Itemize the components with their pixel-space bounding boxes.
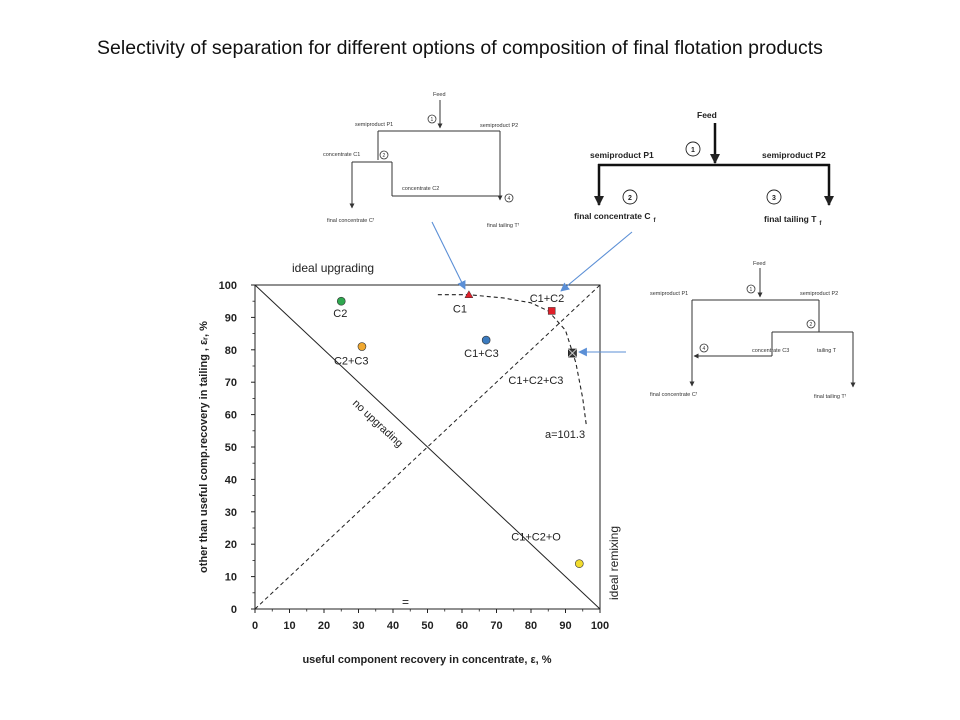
point-c1-c2-c3: [568, 348, 577, 358]
top-c1-label: concentrate C1: [323, 152, 360, 158]
top-node-4-num: 4: [508, 196, 511, 202]
top-node-1-num: 1: [431, 117, 434, 123]
point-c1-c2: [547, 307, 556, 315]
big-node-2-num: 2: [628, 195, 632, 202]
right-node-2-num: 2: [810, 322, 813, 328]
right-node-4-num: 4: [703, 346, 706, 352]
curve-label: a=101.3: [545, 429, 585, 441]
x-tick-label-70: 70: [490, 620, 502, 632]
callout-arrow-top: [431, 221, 466, 290]
right-final-c-label: final concentrate Cᶠ: [650, 391, 698, 398]
point-c2-c3: [357, 342, 367, 351]
right-p2-label: semiproduct P2: [800, 291, 838, 297]
y-axis-label: other than useful comp.recovery in taili…: [198, 321, 210, 573]
right-final-t-label: final tailing Tᶠ: [814, 393, 847, 400]
y-tick-label-40: 40: [225, 474, 237, 486]
x-tick-label-40: 40: [387, 620, 399, 632]
y-tick-label-10: 10: [225, 572, 237, 584]
top-p2-label: semiproduct P2: [480, 123, 518, 129]
x-tick-label-10: 10: [283, 620, 295, 632]
ideal-remixing-line: [254, 284, 601, 610]
right-p1-label: semiproduct P1: [650, 291, 688, 297]
point-c2: [336, 296, 346, 306]
callout-arrow-big: [560, 231, 633, 292]
x-tick-label-80: 80: [525, 620, 537, 632]
x-tick-label-60: 60: [456, 620, 468, 632]
y-tick-label-70: 70: [225, 377, 237, 389]
no-upgrading-line: [254, 284, 601, 610]
y-tick-label-60: 60: [225, 410, 237, 422]
flowsheet-right: Feed 1 semiproduct P1 semiproduct P2 2 4…: [650, 261, 856, 400]
top-feed-label: Feed: [433, 92, 446, 98]
y-tick-label-30: 30: [225, 507, 237, 519]
y-tick-label-80: 80: [225, 345, 237, 357]
y-tick-label-0: 0: [231, 604, 237, 616]
point-label-c1-c2: C1+C2: [530, 293, 565, 305]
x-tick-label-50: 50: [421, 620, 433, 632]
top-c2-label: concentrate C2: [402, 186, 439, 192]
flowsheet-top: Feed 1 semiproduct P1 semiproduct P2 2 c…: [323, 92, 520, 229]
right-node-2: [806, 319, 816, 329]
axis-ticks: [251, 284, 601, 613]
point-c1-c2-o: [574, 559, 584, 568]
big-node-3-num: 3: [772, 195, 776, 202]
y-tick-label-50: 50: [225, 442, 237, 454]
y-tick-label-100: 100: [219, 280, 237, 292]
point-c1: [464, 290, 474, 298]
point-label-c2: C2: [333, 308, 347, 320]
flowsheet-big: Feed 1 semiproduct P1 semiproduct P2 2 3…: [574, 110, 834, 227]
right-node-1-num: 1: [750, 287, 753, 293]
origin-mark: =: [402, 595, 409, 609]
y-tick-label-20: 20: [225, 539, 237, 551]
big-node-2: [622, 189, 638, 205]
x-tick-label-90: 90: [559, 620, 571, 632]
x-axis-label: useful component recovery in concentrate…: [302, 654, 551, 666]
top-node-4: [504, 193, 514, 203]
point-label-c1-c2-c3: C1+C2+C3: [508, 375, 563, 387]
point-label-c2-c3: C2+C3: [334, 356, 369, 368]
big-node-3: [766, 189, 782, 205]
point-label-c1-c2-o: C1+C2+O: [511, 532, 561, 544]
top-node-2: [379, 150, 389, 160]
right-tailing-label: tailing T: [817, 348, 837, 354]
right-node-1: [746, 284, 756, 294]
top-final-c-label: final concentrate Cᶠ: [327, 217, 375, 224]
top-node-2-num: 2: [383, 153, 386, 159]
x-tick-label-0: 0: [252, 620, 258, 632]
big-node-1: [685, 141, 701, 157]
data-points: C2 C1 C1+C2 C2+C3 C1+C3 C1+C2+C3 C1+C2+O: [333, 290, 584, 568]
big-p1-label: semiproduct P1: [590, 150, 654, 160]
y-tick-label-90: 90: [225, 312, 237, 324]
point-c1-c3: [481, 335, 491, 345]
big-p2-label: semiproduct P2: [762, 150, 826, 160]
x-tick-label-20: 20: [318, 620, 330, 632]
point-label-c1: C1: [453, 304, 467, 316]
slide-title: Selectivity of separation for different …: [97, 37, 823, 59]
axis-tick-labels: 0 10 20 30 40 50 60 70 80 90 100 0 10 20 30 40 50 60 70 80 9…: [219, 280, 610, 632]
top-final-t-label: final tailing Tᶠ: [487, 222, 520, 229]
big-feed-label: Feed: [697, 110, 717, 120]
x-tick-label-30: 30: [352, 620, 364, 632]
x-tick-label-100: 100: [591, 620, 609, 632]
no-upgrading-label: no upgrading: [350, 397, 405, 450]
big-node-1-num: 1: [691, 147, 695, 154]
top-p1-label: semiproduct P1: [355, 122, 393, 128]
ideal-upgrading-label: ideal upgrading: [292, 261, 374, 275]
right-c3-label: concentrate C3: [752, 348, 789, 354]
right-feed-label: Feed: [753, 261, 766, 267]
point-label-c1-c3: C1+C3: [464, 348, 499, 360]
top-node-1: [427, 114, 437, 124]
ideal-remixing-label: ideal remixing: [607, 526, 621, 600]
right-node-4: [699, 343, 709, 353]
